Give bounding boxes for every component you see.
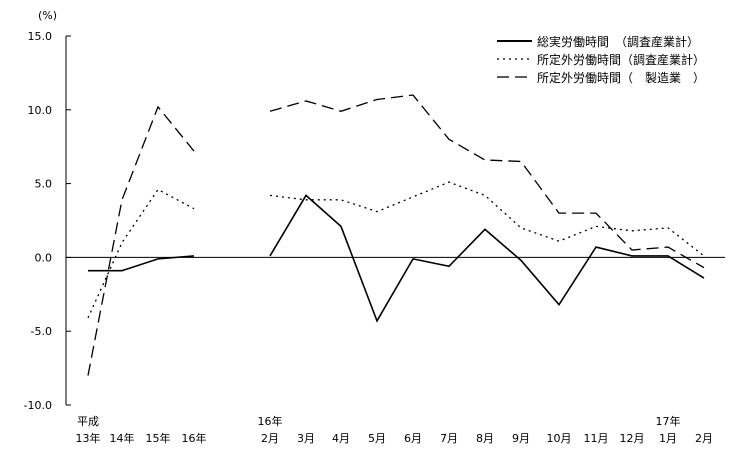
y-tick-label: -5.0 (31, 325, 52, 338)
x-year-label: 16年 (258, 414, 283, 428)
x-tick-label: 13年 (76, 431, 101, 445)
x-tick-label: 7月 (440, 432, 458, 445)
y-tick-label: 0.0 (35, 251, 53, 264)
x-tick-label: 12月 (620, 432, 645, 445)
y-tick-label: 10.0 (28, 104, 53, 117)
x-tick-label: 1月 (659, 432, 677, 445)
legend-label: 所定外労働時間（ 製造業 ） (537, 70, 705, 85)
x-tick-label: 8月 (476, 432, 494, 445)
x-year-label: 17年 (656, 414, 681, 428)
x-tick-label: 6月 (404, 432, 422, 445)
x-tick-label: 10月 (547, 432, 572, 445)
series-line-monthly-2 (269, 181, 705, 257)
x-tick-label: 2月 (261, 432, 279, 445)
x-tick-label: 15年 (146, 431, 171, 445)
series-line-annual-2 (87, 188, 195, 319)
legend-label: 総実労働時間 （調査産業計） (537, 34, 699, 49)
x-tick-label: 9月 (512, 432, 530, 445)
y-tick-label: -10.0 (24, 399, 52, 412)
legend-label: 所定外労働時間（調査産業計） (537, 52, 705, 67)
x-group-label: 平成 (77, 415, 99, 428)
y-tick-label: 5.0 (35, 178, 53, 191)
x-tick-label: 11月 (584, 432, 609, 445)
series-line-monthly-1 (269, 194, 705, 323)
x-tick-label: 16年 (182, 431, 207, 445)
y-tick-label: 15.0 (28, 30, 53, 43)
series-line-annual-3 (87, 105, 195, 376)
x-tick-label: 5月 (368, 432, 386, 445)
series-line-monthly-3 (269, 94, 705, 269)
x-tick-label: 2月 (695, 432, 713, 445)
x-tick-label: 3月 (297, 432, 315, 445)
x-tick-label: 4月 (332, 432, 350, 445)
x-tick-label: 14年 (110, 431, 135, 445)
y-axis-unit: (%) (38, 9, 57, 22)
series-line-annual-1 (88, 255, 195, 272)
